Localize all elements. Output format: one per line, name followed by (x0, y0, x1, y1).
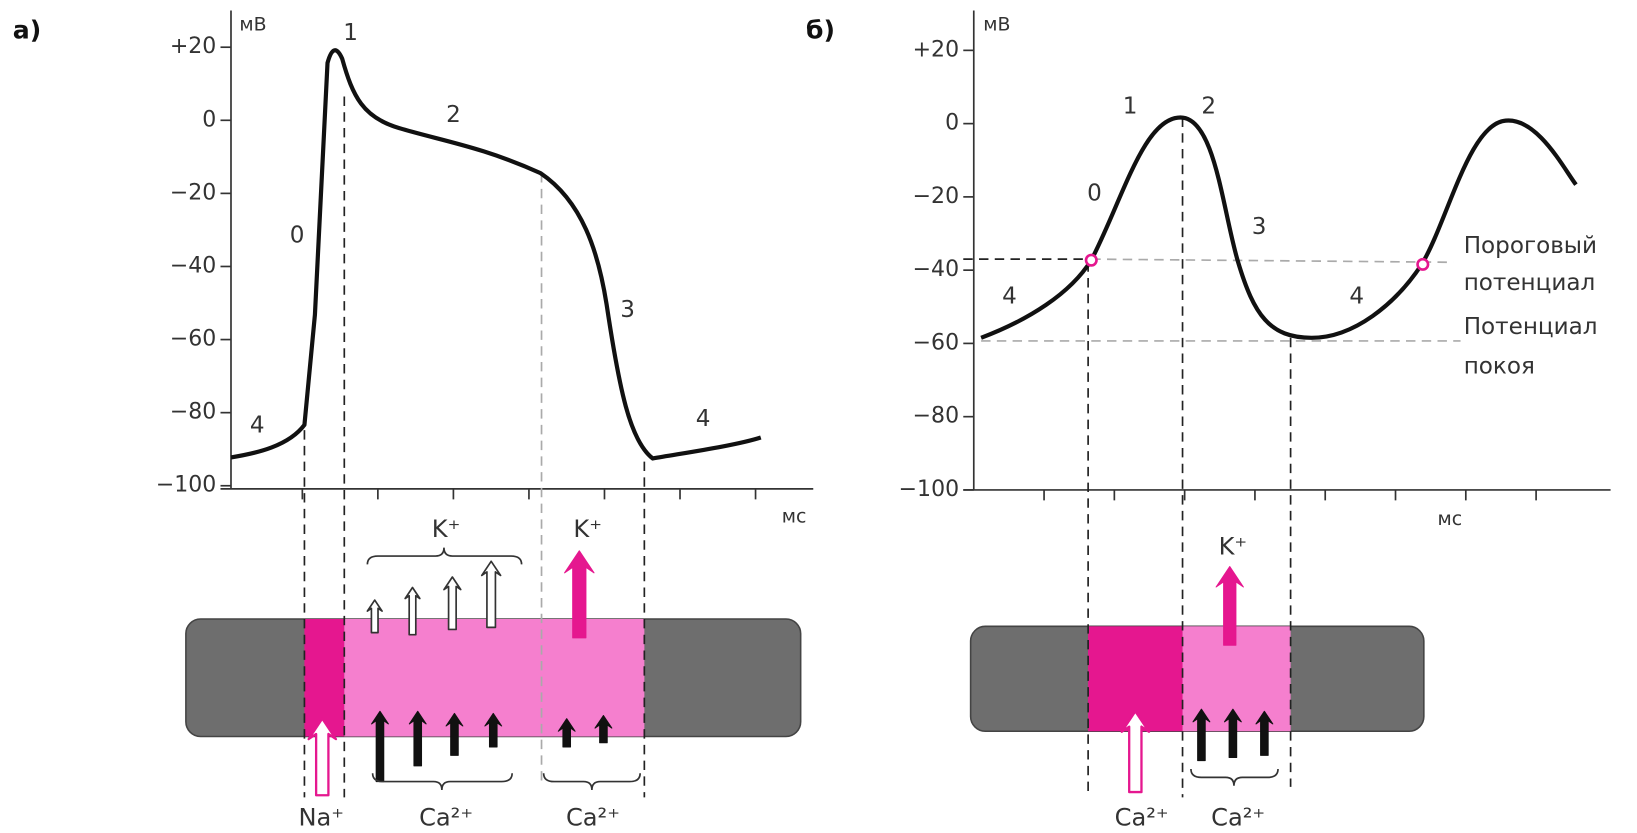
ion-label: K⁺ (573, 515, 602, 543)
ion-label: K⁺ (432, 515, 461, 543)
y-tick-label: −20 (913, 184, 959, 209)
phase-label: 4 (696, 406, 711, 432)
y-tick-label: −40 (913, 257, 959, 282)
phase-label: 1 (343, 20, 358, 46)
y-unit: мВ (983, 14, 1010, 36)
panel-label: б) (806, 15, 835, 44)
ion-label: Na⁺ (298, 803, 344, 831)
y-tick-label: −80 (170, 400, 216, 425)
membrane-zone (304, 619, 344, 737)
y-tick-label: −100 (156, 473, 216, 498)
phase-label: 0 (290, 223, 305, 249)
x-unit: мс (782, 506, 807, 528)
y-tick-label: −60 (170, 327, 216, 352)
y-unit: мВ (239, 14, 266, 36)
annotation: Потенциал (1464, 314, 1598, 340)
y-tick-label: +20 (913, 37, 959, 62)
y-tick-label: −80 (913, 404, 959, 429)
phase-label: 4 (1349, 283, 1364, 309)
ion-label: K⁺ (1219, 533, 1248, 561)
phase-label: 3 (620, 297, 635, 323)
annotation: Пороговый (1464, 233, 1597, 259)
y-tick-label: −60 (913, 330, 959, 355)
phase-label: 2 (446, 102, 461, 128)
y-tick-label: +20 (170, 34, 216, 59)
y-tick-label: −20 (170, 180, 216, 205)
threshold-point (1418, 259, 1428, 269)
annotation: потенциал (1464, 270, 1596, 296)
phase-label: 2 (1201, 94, 1216, 120)
y-tick-label: −40 (170, 253, 216, 278)
annotation: покоя (1464, 354, 1535, 380)
diagram: а) мВ мс 0 1 2 3 4 4 K⁺ K⁺ Na⁺ Ca²⁺ Ca²⁺… (0, 0, 1637, 833)
phase-label: 4 (250, 412, 265, 438)
ion-label: Ca²⁺ (1115, 803, 1169, 831)
phase-label: 3 (1252, 214, 1267, 240)
ion-label: Ca²⁺ (1211, 803, 1265, 831)
ion-label: Ca²⁺ (566, 803, 620, 831)
x-unit: мс (1437, 508, 1462, 530)
y-tick-label: 0 (202, 107, 216, 132)
y-tick-label: 0 (945, 111, 959, 136)
panel-label: а) (13, 15, 41, 44)
phase-label: 0 (1087, 181, 1102, 207)
phase-label: 4 (1002, 283, 1017, 309)
ion-label: Ca²⁺ (419, 803, 473, 831)
phase-label: 1 (1123, 94, 1138, 120)
threshold-point (1086, 255, 1096, 265)
y-tick-label: −100 (899, 477, 959, 502)
